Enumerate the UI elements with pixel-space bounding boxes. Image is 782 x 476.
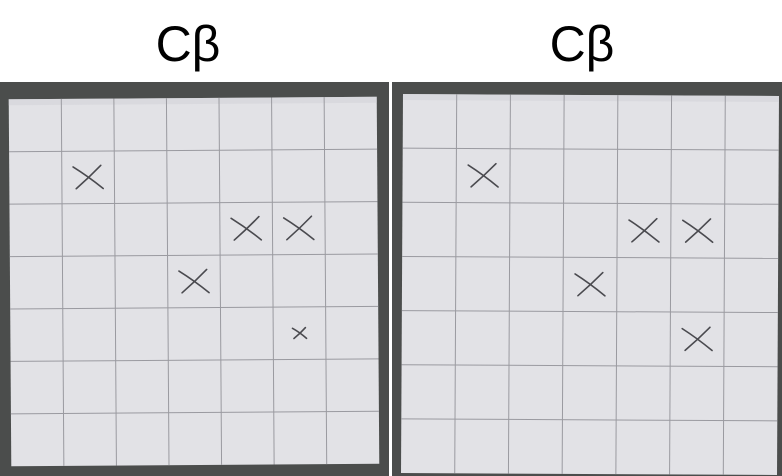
pencil-x-mark: [628, 217, 660, 243]
grid-line-horizontal: [401, 364, 778, 368]
grid-line-horizontal: [402, 147, 779, 151]
panel-left-card: [8, 96, 380, 467]
grid-line-vertical: [218, 97, 223, 465]
grid-line-vertical: [561, 94, 565, 474]
pencil-x-mark: [72, 164, 105, 190]
grid-line-vertical: [60, 98, 65, 466]
panel-divider: [389, 82, 392, 476]
grid-line-horizontal: [9, 253, 378, 258]
panel-left-photo: [0, 82, 389, 476]
grid-line-vertical: [271, 97, 275, 465]
pencil-x-mark: [178, 268, 210, 294]
panel-right-title: Cβ: [549, 16, 615, 72]
panel-right-grid-card: [401, 94, 779, 475]
grid-line-horizontal: [9, 148, 378, 153]
paper-edge-shade: [8, 96, 377, 106]
grid-line-horizontal: [9, 201, 378, 205]
panel-right-photo: [392, 82, 782, 476]
grid-line-vertical: [113, 98, 117, 466]
pencil-x-mark: [467, 162, 499, 188]
panel-left-grid-card: [8, 96, 380, 467]
grid-line-vertical: [165, 98, 170, 466]
panel-right-card: [401, 94, 779, 475]
grid-line-horizontal: [402, 255, 779, 259]
grid-line-horizontal: [401, 418, 778, 422]
grid-line-vertical: [722, 95, 726, 475]
grid-line-vertical: [323, 97, 328, 465]
pencil-x-mark: [291, 326, 308, 340]
grid-line-horizontal: [10, 358, 379, 362]
panel-left-title: Cβ: [155, 16, 221, 72]
grid-line-horizontal: [402, 201, 779, 205]
pencil-x-mark: [681, 326, 713, 352]
pencil-x-mark: [574, 271, 606, 297]
grid-line-vertical: [454, 94, 458, 474]
grid-line-vertical: [669, 95, 673, 475]
grid-line-horizontal: [401, 310, 778, 314]
pencil-x-mark: [282, 215, 315, 241]
pencil-x-mark: [230, 215, 263, 241]
grid-line-horizontal: [10, 410, 379, 415]
grid-line-vertical: [507, 94, 511, 474]
grid-line-horizontal: [10, 305, 379, 310]
pencil-x-mark: [681, 218, 714, 244]
grid-line-vertical: [615, 95, 619, 475]
paper-edge-shade: [402, 94, 779, 102]
